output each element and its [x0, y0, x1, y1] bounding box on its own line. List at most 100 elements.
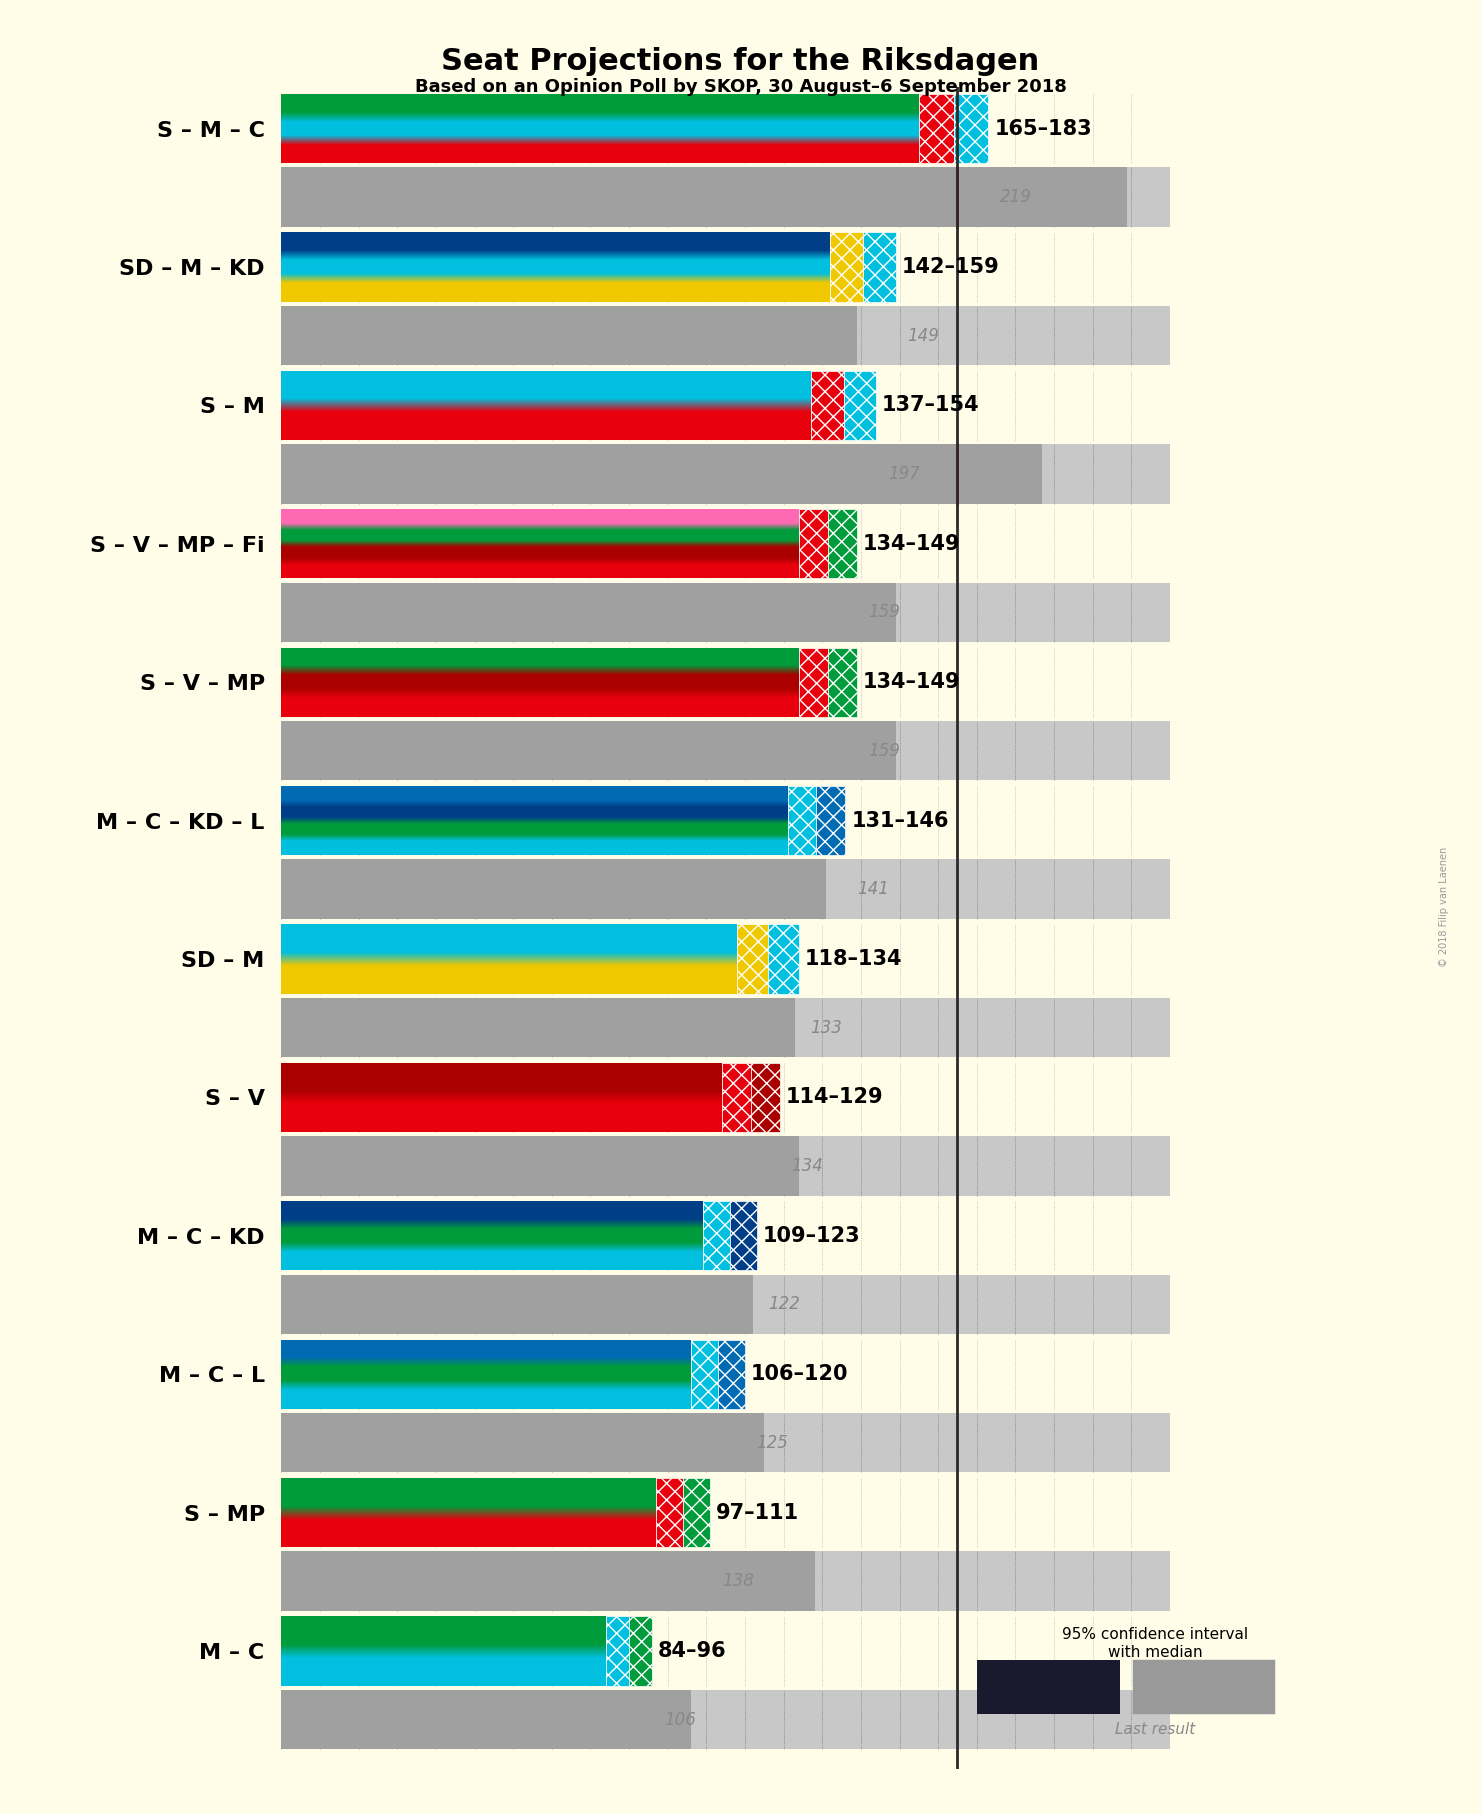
Text: 84–96: 84–96	[658, 1642, 727, 1662]
Text: © 2018 Filip van Laenen: © 2018 Filip van Laenen	[1440, 847, 1448, 967]
Bar	[702, 1201, 730, 1270]
Bar	[281, 307, 1170, 365]
Bar	[281, 167, 1170, 227]
Bar	[281, 444, 1043, 504]
Bar	[281, 544, 800, 561]
Bar	[281, 1224, 702, 1248]
Bar	[281, 693, 800, 717]
Text: 134–149: 134–149	[863, 673, 961, 693]
Bar	[977, 1660, 1120, 1714]
Bar	[863, 232, 896, 301]
Text: 197: 197	[889, 464, 920, 483]
Bar	[829, 232, 863, 301]
Text: 138: 138	[721, 1573, 754, 1591]
Bar	[800, 648, 828, 717]
Bar	[281, 561, 800, 579]
Text: 133: 133	[810, 1018, 843, 1036]
Bar	[721, 1063, 751, 1132]
Bar	[718, 1339, 745, 1409]
Text: 95% confidence interval
with median: 95% confidence interval with median	[1062, 1627, 1248, 1660]
Text: 131–146: 131–146	[852, 811, 949, 831]
Bar	[281, 1136, 800, 1195]
Text: 114–129: 114–129	[785, 1087, 883, 1107]
Bar	[281, 1339, 692, 1362]
Bar	[281, 1651, 606, 1685]
Bar	[281, 1413, 1170, 1473]
Bar	[281, 838, 788, 854]
Bar	[281, 307, 857, 365]
Bar	[281, 1201, 702, 1224]
Bar	[281, 1478, 656, 1513]
Bar	[281, 1362, 692, 1386]
Bar	[281, 1136, 1170, 1195]
Bar	[281, 1063, 721, 1097]
Bar	[281, 820, 788, 838]
Text: 106–120: 106–120	[751, 1364, 849, 1384]
Bar	[1133, 1660, 1275, 1714]
Bar	[281, 648, 800, 671]
Bar	[730, 1201, 757, 1270]
Bar	[281, 1248, 702, 1270]
Bar	[281, 998, 795, 1058]
Text: Based on an Opinion Poll by SKOP, 30 August–6 September 2018: Based on an Opinion Poll by SKOP, 30 Aug…	[415, 78, 1066, 96]
Bar	[656, 1478, 683, 1547]
Bar	[281, 1551, 815, 1611]
Bar	[281, 582, 896, 642]
Text: 109–123: 109–123	[763, 1226, 860, 1246]
Text: 149: 149	[908, 327, 939, 345]
Text: 141: 141	[857, 880, 889, 898]
Bar	[281, 860, 1170, 920]
Text: 122: 122	[769, 1295, 800, 1313]
Bar	[281, 1275, 752, 1333]
Bar	[800, 510, 828, 579]
Bar	[281, 671, 800, 693]
Bar	[606, 1616, 629, 1685]
Bar	[751, 1063, 780, 1132]
Text: 137–154: 137–154	[883, 395, 980, 415]
Bar	[281, 998, 1170, 1058]
Bar	[281, 526, 800, 544]
Bar	[281, 804, 788, 820]
Bar	[281, 510, 800, 526]
Bar	[281, 370, 810, 405]
Bar	[281, 118, 918, 140]
Text: Seat Projections for the Riksdagen: Seat Projections for the Riksdagen	[441, 47, 1040, 76]
Bar	[281, 1275, 1170, 1333]
Bar	[281, 720, 896, 780]
Bar	[281, 167, 1127, 227]
Text: 106: 106	[663, 1711, 696, 1729]
Bar	[769, 925, 800, 994]
Bar	[828, 510, 857, 579]
Bar	[844, 370, 877, 441]
Bar	[281, 582, 1170, 642]
Text: 219: 219	[1000, 189, 1032, 207]
Bar	[629, 1616, 652, 1685]
Bar	[281, 720, 1170, 780]
Bar	[828, 648, 857, 717]
Bar	[281, 1513, 656, 1547]
Text: 165–183: 165–183	[994, 118, 1091, 138]
Bar	[281, 925, 738, 960]
Bar	[281, 256, 829, 279]
Text: 118–134: 118–134	[804, 949, 902, 969]
Bar	[810, 370, 844, 441]
Bar	[281, 1691, 1170, 1749]
Bar	[281, 444, 1170, 504]
Text: 159: 159	[869, 604, 900, 622]
Bar	[918, 94, 954, 163]
Bar	[692, 1339, 718, 1409]
Bar	[683, 1478, 711, 1547]
Bar	[281, 960, 738, 994]
Bar	[281, 1551, 1170, 1611]
Text: 134: 134	[791, 1157, 823, 1175]
Bar	[816, 785, 846, 854]
Text: Last result: Last result	[1115, 1723, 1195, 1738]
Text: 125: 125	[757, 1433, 788, 1451]
Text: 159: 159	[869, 742, 900, 760]
Bar	[281, 1386, 692, 1409]
Text: 97–111: 97–111	[715, 1502, 800, 1522]
Bar	[281, 405, 810, 441]
Bar	[281, 279, 829, 301]
Bar	[281, 232, 829, 256]
Bar	[281, 785, 788, 804]
